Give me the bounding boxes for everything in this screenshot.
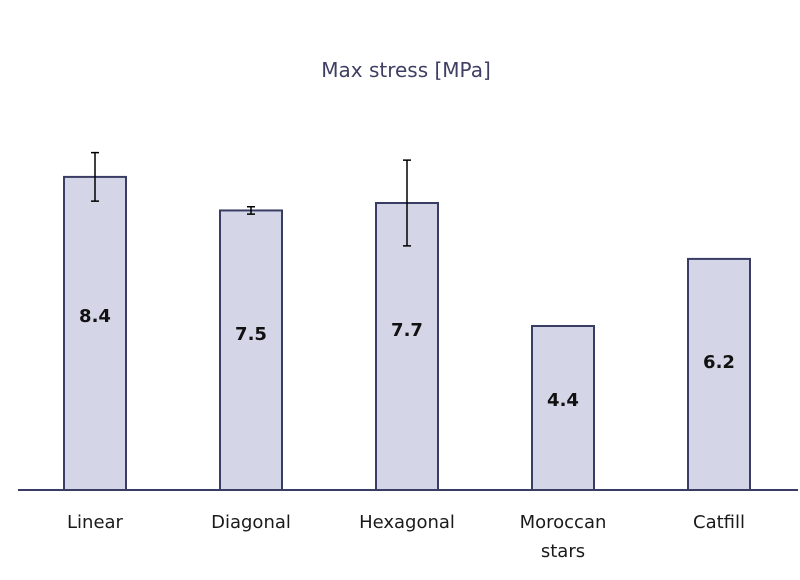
bar-1 <box>219 209 283 491</box>
chart-title: Max stress [MPa] <box>321 58 491 82</box>
category-label-1: Diagonal <box>211 512 291 533</box>
error-bar-1 <box>247 205 255 215</box>
category-label-3: Moroccan stars <box>520 512 607 562</box>
category-label-line: Moroccan <box>520 512 607 533</box>
category-label-0: Linear <box>67 512 124 533</box>
error-bar-2 <box>403 159 411 247</box>
bar-0 <box>63 175 127 491</box>
category-label-4: Catfill <box>693 512 745 533</box>
value-label-1: 7.5 <box>235 324 267 345</box>
value-label-0: 8.4 <box>79 306 111 327</box>
category-label-line: Catfill <box>693 512 745 533</box>
category-label-line: Hexagonal <box>359 512 455 533</box>
category-labels-group: Linear Diagonal Hexagonal Moroccan stars Catf… <box>67 512 745 562</box>
category-label-line: Linear <box>67 512 124 533</box>
category-label-line: stars <box>541 541 585 562</box>
category-label-2: Hexagonal <box>359 512 455 533</box>
error-bars-group <box>91 151 411 247</box>
value-label-4: 6.2 <box>703 352 735 373</box>
value-label-3: 4.4 <box>547 390 579 411</box>
category-label-line: Diagonal <box>211 512 291 533</box>
value-label-2: 7.7 <box>391 320 423 341</box>
error-bar-0 <box>91 151 99 202</box>
bar-3 <box>531 325 595 491</box>
value-labels-group: 8.4 7.5 7.7 4.4 6.2 <box>79 306 735 411</box>
bar-4 <box>687 257 751 491</box>
